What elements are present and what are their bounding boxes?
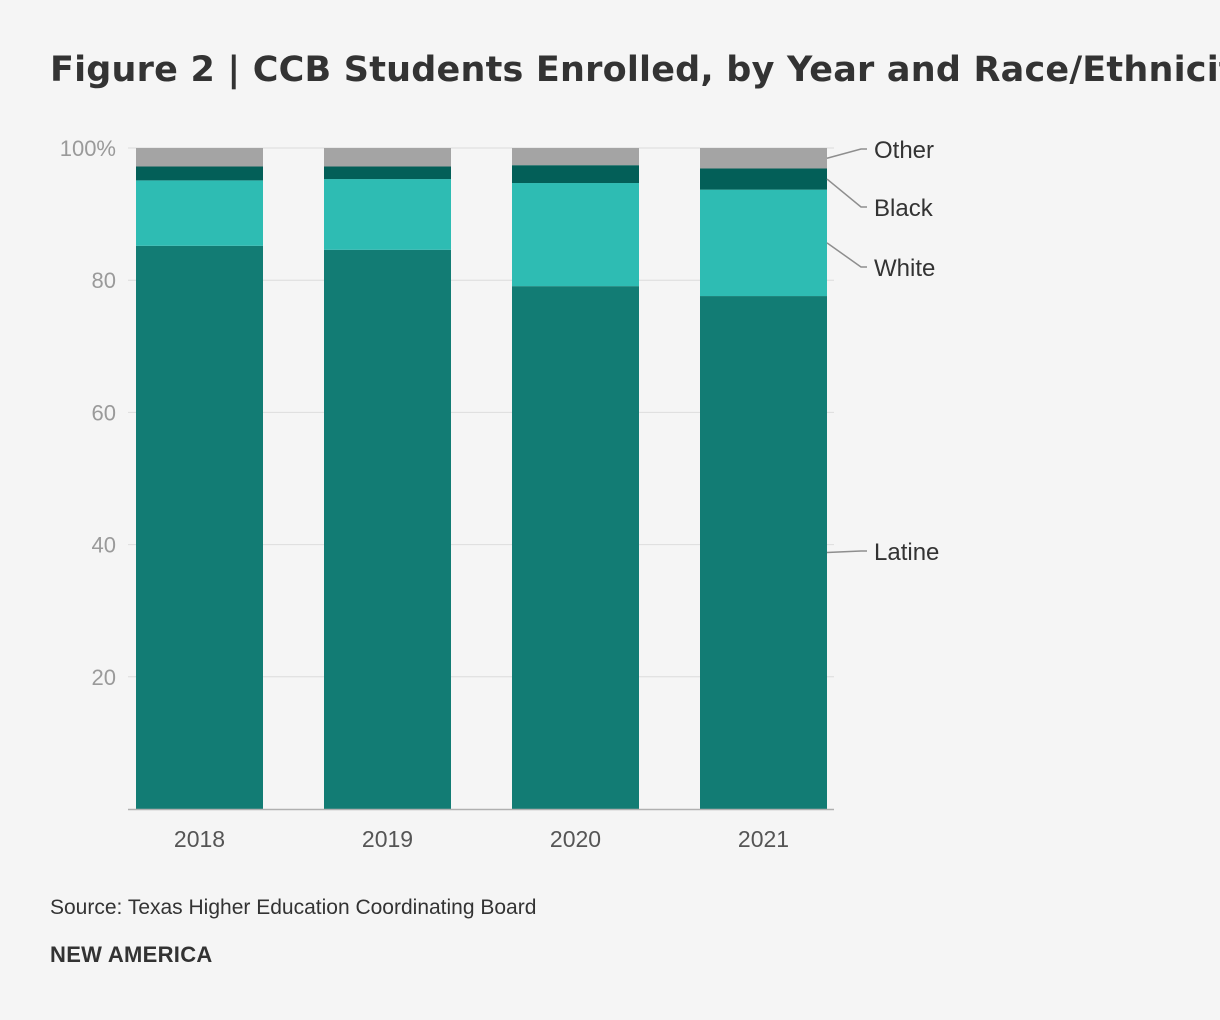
legend-leader-latine (826, 550, 867, 554)
bar-2019-white (324, 179, 451, 250)
legend-leader-other (826, 148, 867, 159)
y-tick-label-80: 80 (92, 268, 116, 293)
bar-2019-black (324, 166, 451, 180)
y-tick-label-20: 20 (92, 665, 116, 690)
x-tick-label-2020: 2020 (550, 826, 601, 852)
bar-2021-other (700, 148, 827, 169)
bars (136, 148, 827, 810)
legend-label-white: White (874, 255, 935, 282)
bar-2018-black (136, 166, 263, 181)
y-axis-ticks: 20 40 60 80 100% (60, 136, 116, 690)
x-axis-ticks: 2018 2019 2020 2021 (174, 826, 789, 852)
legend-label-black: Black (874, 195, 934, 222)
legend-leader-white (826, 242, 867, 268)
legend-leader-black (826, 178, 867, 208)
legend-label-other: Other (874, 137, 934, 164)
y-tick-label-40: 40 (92, 533, 116, 558)
x-tick-label-2019: 2019 (362, 826, 413, 852)
bar-2020-latine (512, 286, 639, 809)
bar-2021-white (700, 189, 827, 297)
bar-2020-black (512, 165, 639, 184)
y-tick-label-60: 60 (92, 400, 116, 425)
bar-2020-other (512, 148, 639, 166)
bar-2021-latine (700, 296, 827, 810)
legend: Latine White Black Other (826, 137, 939, 566)
bar-2019-latine (324, 249, 451, 809)
source-note: Source: Texas Higher Education Coordinat… (50, 896, 537, 919)
bar-2018-white (136, 180, 263, 246)
x-tick-label-2018: 2018 (174, 826, 225, 852)
bar-2020-white (512, 183, 639, 287)
chart-title: Figure 2 | CCB Students Enrolled, by Yea… (50, 50, 1220, 90)
bar-2018-other (136, 148, 263, 167)
bar-2019-other (324, 148, 451, 167)
bar-2018-latine (136, 245, 263, 809)
y-tick-label-100: 100% (60, 136, 116, 161)
bar-2021-black (700, 168, 827, 190)
x-tick-label-2021: 2021 (738, 826, 789, 852)
legend-label-latine: Latine (874, 539, 939, 566)
brand-logo-text: NEW AMERICA (50, 942, 213, 967)
